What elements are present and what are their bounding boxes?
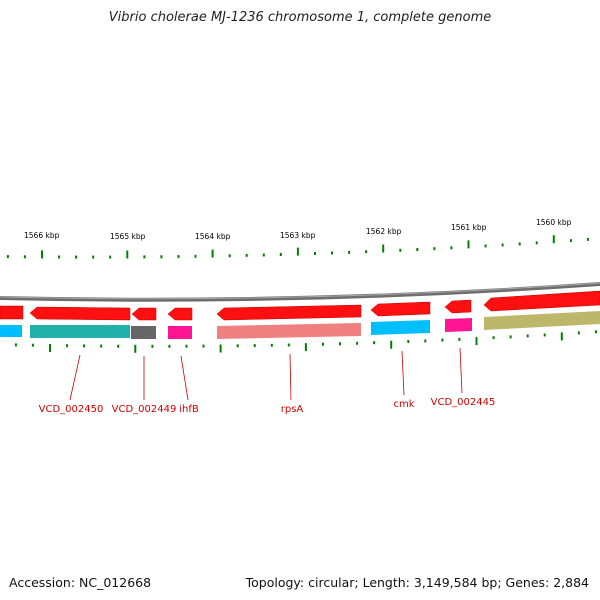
gene-label-cmk[interactable]: cmk	[393, 399, 414, 410]
gene-label-vcd-002445[interactable]: VCD_002445	[431, 397, 496, 408]
cds-right-edge[interactable]	[484, 311, 600, 330]
ruler-label-1562: 1562 kbp	[366, 227, 402, 236]
cds-left-edge[interactable]	[0, 325, 22, 337]
gene-labels: VCD_002450 VCD_002449 ihfB rpsA cmk VCD_…	[39, 397, 496, 415]
gene-label-rpsa[interactable]: rpsA	[281, 404, 304, 415]
gene-arrow-rpsa[interactable]	[216, 304, 362, 321]
accession-text: Accession: NC_012668	[9, 575, 152, 590]
ruler-label-1560: 1560 kbp	[536, 218, 572, 227]
cds-ihfb[interactable]	[168, 326, 192, 339]
ruler-label-1564: 1564 kbp	[195, 232, 231, 241]
cds-rpsa[interactable]	[217, 323, 361, 339]
gene-arrow-left-edge[interactable]	[0, 305, 24, 320]
cds-features	[0, 311, 600, 339]
cds-vcd-002445[interactable]	[445, 318, 472, 332]
ruler-label-1565: 1565 kbp	[110, 232, 146, 241]
leader-vcd-002450	[69, 354, 81, 401]
cds-vcd-002449[interactable]	[131, 326, 156, 339]
map-title: Vibrio cholerae MJ-1236 chromosome 1, co…	[108, 10, 492, 25]
leader-ihfb	[180, 355, 189, 401]
cds-cmk[interactable]	[371, 320, 430, 335]
ruler-label-1561: 1561 kbp	[451, 223, 487, 232]
gene-arrow-ihfb[interactable]	[167, 307, 193, 321]
gene-arrow-vcd-002450[interactable]	[29, 306, 131, 321]
ruler-labels: 1566 kbp 1565 kbp 1564 kbp 1563 kbp 1562…	[24, 218, 572, 241]
backbone-arc-highlight	[0, 282, 600, 300]
ruler-label-1563: 1563 kbp	[280, 231, 316, 240]
leader-rpsa	[289, 353, 292, 401]
leader-cmk	[401, 350, 405, 396]
gene-arrow-vcd-002445[interactable]	[444, 299, 472, 314]
gene-label-vcd-002450[interactable]: VCD_002450	[39, 404, 104, 415]
backbone-arc	[0, 282, 600, 302]
leader-lines	[69, 347, 463, 401]
gene-arrow-vcd-002449[interactable]	[131, 307, 157, 321]
gene-arrow-right-edge[interactable]	[483, 290, 600, 312]
leader-vcd-002445	[459, 347, 463, 394]
upper-tick-row	[6, 235, 589, 259]
cds-vcd-002450[interactable]	[30, 325, 130, 338]
gene-arrows	[0, 290, 600, 321]
gene-label-vcd-002449[interactable]: VCD_002449	[112, 404, 177, 415]
ruler-label-1566: 1566 kbp	[24, 231, 60, 240]
lower-tick-row	[14, 330, 597, 353]
genome-summary-text: Topology: circular; Length: 3,149,584 bp…	[245, 575, 589, 590]
gene-arrow-cmk[interactable]	[370, 301, 431, 317]
gene-label-ihfb[interactable]: ihfB	[179, 404, 199, 415]
